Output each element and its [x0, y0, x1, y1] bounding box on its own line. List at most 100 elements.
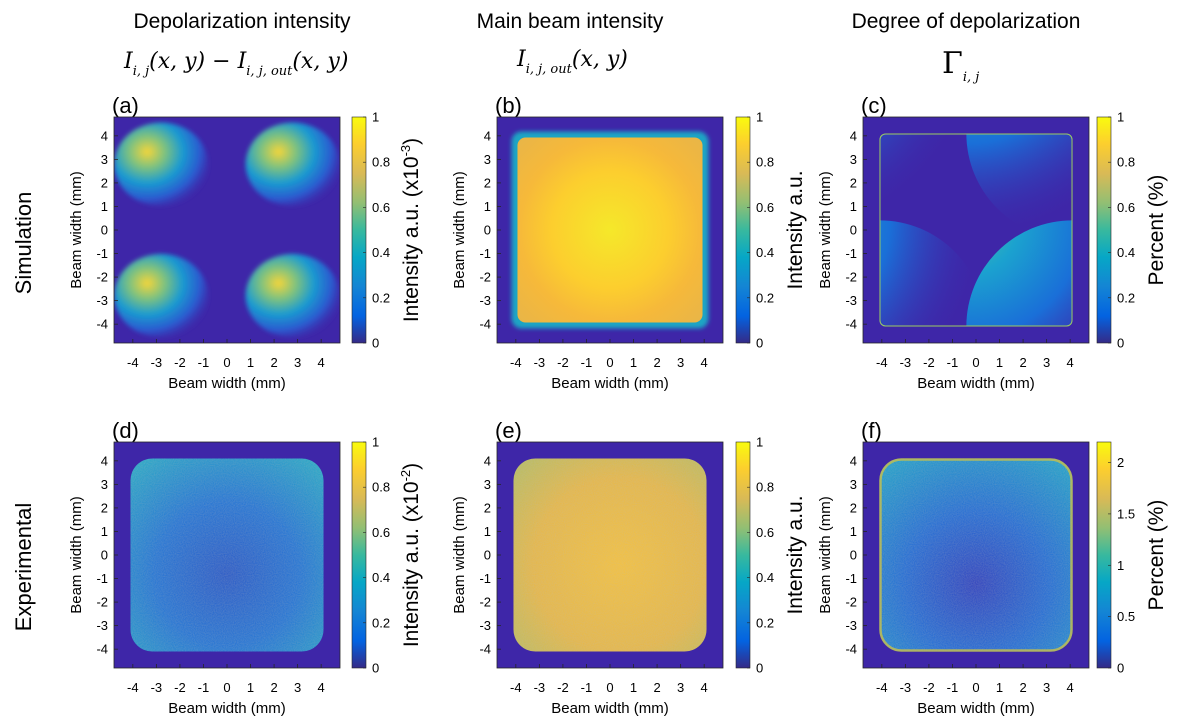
panel-letter: (c) [861, 93, 887, 118]
colorbar-tick-label: 1 [372, 435, 379, 450]
y-tick-label: 2 [850, 500, 857, 515]
x-tick-label: 1 [630, 680, 637, 695]
x-axis-label: Beam width (mm) [551, 375, 669, 392]
x-tick-label: 3 [294, 355, 301, 370]
y-tick-label: 4 [850, 128, 857, 143]
beam-edge [879, 458, 1073, 652]
heatmap-image [511, 131, 709, 329]
y-tick-label: -1 [96, 246, 108, 261]
x-tick-label: 2 [270, 355, 277, 370]
column-title-degree-of-depolarization: Degree of depolarization [852, 10, 1081, 33]
y-tick-label: -3 [96, 618, 108, 633]
x-tick-label: -3 [151, 680, 163, 695]
y-axis-label: Beam width (mm) [817, 171, 834, 289]
colorbar-tick-label: 0.6 [372, 525, 390, 540]
y-axis-label: Beam width (mm) [817, 496, 834, 614]
y-tick-label: -4 [96, 642, 108, 657]
colorbar-label: Percent (%) [1145, 175, 1168, 286]
x-tick-label: 4 [318, 355, 325, 370]
x-tick-label: -1 [198, 355, 210, 370]
x-tick-label: 0 [606, 355, 613, 370]
y-tick-label: -1 [479, 571, 491, 586]
y-tick-label: 1 [484, 199, 491, 214]
formula-depolarization-intensity: Ii, j(x, y) − Ii, j, out(x, y) [123, 49, 348, 79]
y-tick-label: -3 [96, 293, 108, 308]
x-tick-label: 3 [294, 680, 301, 695]
x-tick-label: -1 [947, 680, 959, 695]
y-axis-label: Beam width (mm) [451, 496, 468, 614]
y-tick-label: -2 [96, 270, 108, 285]
x-tick-label: -1 [947, 355, 959, 370]
y-tick-label: 0 [484, 548, 491, 563]
x-tick-label: -1 [581, 680, 593, 695]
x-axis-label: Beam width (mm) [551, 700, 669, 717]
colorbar-tick-label: 0 [1117, 336, 1124, 351]
beam-square [517, 137, 703, 323]
y-tick-label: -4 [845, 642, 857, 657]
colorbar-tick-label: 0.4 [372, 245, 390, 260]
panel-e: (e) -4 -3 -2 -1 0 1 2 3 4 -4 -3 -2 -1 0 1 2 3 4 Beam width … [451, 418, 807, 717]
x-tick-label: -2 [174, 680, 186, 695]
panel-letter: (e) [495, 418, 522, 443]
panel-letter: (d) [112, 418, 139, 443]
y-tick-label: -1 [96, 571, 108, 586]
panel-a: (a) -4 -3 -2 -1 0 1 2 3 4 -4 -3 -2 -1 0 1 2 3 4 Beam width … [68, 93, 423, 392]
x-tick-label: 4 [1067, 355, 1074, 370]
y-tick-label: 4 [850, 453, 857, 468]
x-tick-label: 2 [653, 680, 660, 695]
x-tick-label: 2 [270, 680, 277, 695]
corner-gradient-br [966, 220, 1073, 327]
x-tick-label: 0 [606, 680, 613, 695]
x-tick-label: -2 [923, 680, 935, 695]
y-tick-label: 1 [101, 524, 108, 539]
x-tick-label: 3 [1043, 355, 1050, 370]
x-tick-label: 2 [1019, 680, 1026, 695]
colorbar-tick-label: 0.2 [756, 615, 774, 630]
x-tick-label: -2 [557, 355, 569, 370]
y-tick-label: -2 [96, 595, 108, 610]
row-label-experimental: Experimental [11, 503, 36, 631]
x-tick-label: 0 [972, 355, 979, 370]
corner-hotspot [114, 253, 209, 338]
row-label-simulation: Simulation [11, 192, 36, 295]
y-axis-label: Beam width (mm) [68, 496, 85, 614]
colorbar-tick-label: 0.6 [756, 200, 774, 215]
x-tick-label: -4 [876, 355, 888, 370]
colorbar-tick-label: 0.4 [372, 570, 390, 585]
x-tick-label: 4 [318, 680, 325, 695]
y-tick-label: 2 [850, 175, 857, 190]
x-tick-label: -4 [510, 680, 522, 695]
colorbar-tick-label: 0 [1117, 661, 1124, 676]
y-tick-label: 1 [850, 524, 857, 539]
speckle-noise [130, 458, 324, 652]
colorbar [351, 441, 367, 669]
y-tick-label: 4 [484, 453, 491, 468]
x-tick-label: 4 [701, 355, 708, 370]
x-tick-label: -3 [534, 355, 546, 370]
y-tick-label: 2 [484, 175, 491, 190]
colorbar-tick-label: 0 [372, 336, 379, 351]
x-tick-label: -4 [127, 680, 139, 695]
y-tick-label: -3 [479, 293, 491, 308]
colorbar-tick-label: 0.8 [756, 480, 774, 495]
y-tick-label: 1 [101, 199, 108, 214]
colorbar-tick-label: 0.6 [1117, 200, 1135, 215]
x-tick-label: -3 [900, 680, 912, 695]
colorbar [1096, 441, 1112, 669]
x-tick-label: -1 [581, 355, 593, 370]
x-tick-label: 1 [247, 680, 254, 695]
panel-letter: (a) [112, 93, 139, 118]
column-title-main-beam-intensity: Main beam intensity [477, 10, 664, 33]
y-tick-label: 2 [484, 500, 491, 515]
y-tick-label: -4 [479, 642, 491, 657]
y-axis-label: Beam width (mm) [68, 171, 85, 289]
heatmap-image [879, 458, 1073, 652]
corner-gradient-tr [966, 133, 1073, 240]
y-tick-label: 3 [101, 152, 108, 167]
y-tick-label: 3 [101, 477, 108, 492]
y-tick-label: 3 [484, 477, 491, 492]
corner-hotspot [245, 253, 340, 338]
heatmap-image [114, 122, 340, 338]
colorbar-label: Percent (%) [1145, 500, 1168, 611]
colorbar-tick-label: 0.2 [372, 290, 390, 305]
